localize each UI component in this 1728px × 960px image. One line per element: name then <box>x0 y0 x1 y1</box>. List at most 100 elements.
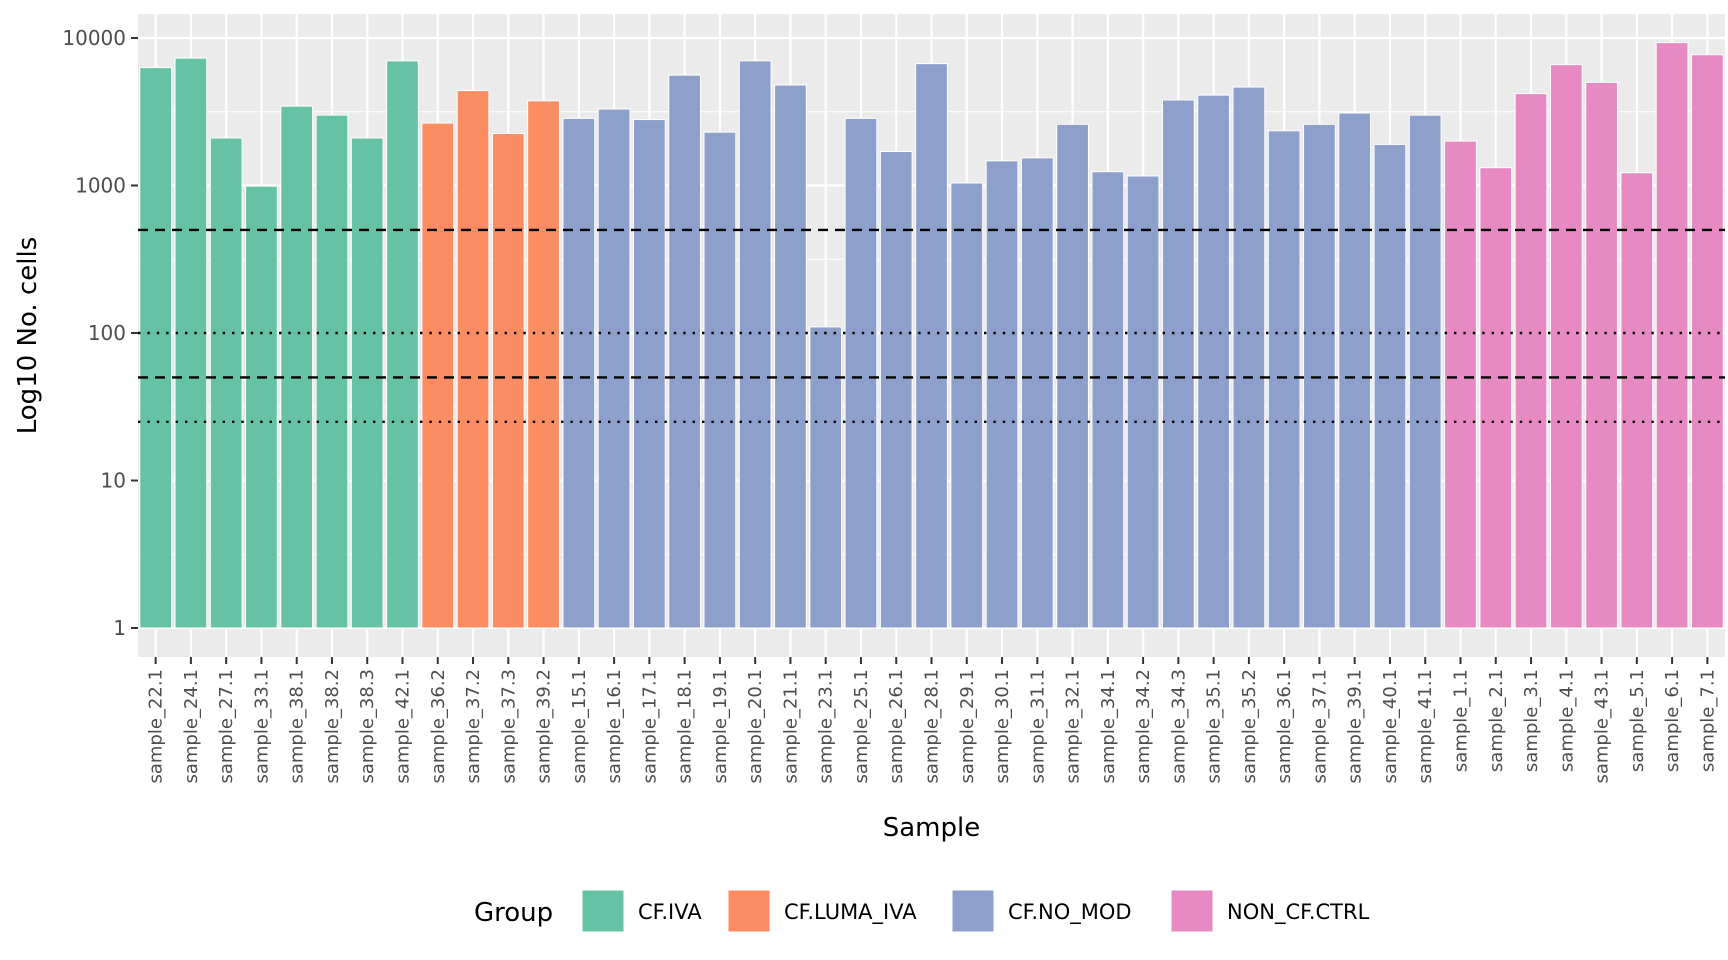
bar-sample_21.1 <box>774 84 807 629</box>
bar-sample_34.2 <box>1126 175 1160 629</box>
x-tick-label: sample_30.1 <box>992 669 1013 784</box>
legend-label: CF.LUMA_IVA <box>784 900 917 925</box>
bar-sample_42.1 <box>386 60 419 629</box>
legend-label: CF.NO_MOD <box>1008 900 1132 925</box>
bar-sample_5.1 <box>1620 172 1654 629</box>
y-tick-label: 1000 <box>75 174 126 198</box>
x-tick-label: sample_1.1 <box>1451 669 1472 772</box>
x-tick-label: sample_24.1 <box>181 669 202 784</box>
x-tick-label: sample_38.2 <box>322 669 343 784</box>
bar-sample_25.1 <box>844 117 878 629</box>
bar-sample_26.1 <box>879 151 913 629</box>
bar-sample_38.3 <box>350 137 384 629</box>
x-tick-label: sample_31.1 <box>1027 669 1048 784</box>
bar-sample_15.1 <box>562 117 596 629</box>
bar-sample_39.1 <box>1338 112 1372 629</box>
bar-sample_43.1 <box>1585 81 1618 629</box>
legend: Group CF.IVA CF.LUMA_IVA CF.NO_MOD NON_CF.C… <box>474 889 1370 933</box>
bar-sample_18.1 <box>668 74 702 629</box>
legend-key-CF.LUMA_IVA <box>727 889 771 933</box>
x-tick-label: sample_22.1 <box>146 669 167 784</box>
bar-sample_34.3 <box>1161 99 1195 629</box>
x-tick-label: sample_25.1 <box>851 669 872 784</box>
bar-sample_37.2 <box>456 90 490 629</box>
x-tick-label: sample_36.2 <box>428 669 449 784</box>
x-tick-label: sample_15.1 <box>569 669 590 784</box>
bar-sample_35.1 <box>1197 94 1231 629</box>
x-tick-label: sample_37.1 <box>1309 669 1330 784</box>
x-tick-label: sample_36.1 <box>1274 669 1295 784</box>
x-tick-label: sample_42.1 <box>393 669 414 784</box>
bar-sample_37.1 <box>1303 123 1336 629</box>
legend-key-CF.IVA <box>581 889 625 933</box>
bar-sample_35.2 <box>1232 86 1266 629</box>
bar-sample_38.2 <box>315 114 349 629</box>
x-tick-label: sample_38.3 <box>357 669 378 784</box>
bar-sample_20.1 <box>738 60 772 629</box>
bar-sample_39.2 <box>527 100 560 629</box>
x-tick-label: sample_21.1 <box>780 669 801 784</box>
bar-sample_32.1 <box>1056 123 1089 629</box>
bar-sample_41.1 <box>1408 114 1442 629</box>
bar-sample_28.1 <box>915 63 948 629</box>
bar-sample_7.1 <box>1690 54 1724 629</box>
x-tick-label: sample_28.1 <box>922 669 943 784</box>
x-tick-label: sample_35.2 <box>1239 669 1260 784</box>
x-tick-label: sample_3.1 <box>1521 669 1542 772</box>
x-tick-label: sample_39.2 <box>534 669 555 784</box>
x-tick-label: sample_35.1 <box>1204 669 1225 784</box>
legend-label: NON_CF.CTRL <box>1227 900 1370 925</box>
x-tick-label: sample_16.1 <box>604 669 625 784</box>
y-axis-title: Log10 No. cells <box>13 237 43 435</box>
x-tick-label: sample_17.1 <box>639 669 660 784</box>
x-tick-label: sample_29.1 <box>957 669 978 784</box>
legend-key-CF.NO_MOD <box>951 889 995 933</box>
x-tick-label: sample_33.1 <box>251 669 272 784</box>
x-tick-label: sample_34.1 <box>1098 669 1119 784</box>
x-tick-label: sample_20.1 <box>745 669 766 784</box>
bar-sample_40.1 <box>1373 143 1407 629</box>
x-tick-label: sample_34.3 <box>1168 669 1189 784</box>
bar-sample_30.1 <box>985 160 1019 629</box>
bar-sample_31.1 <box>1020 157 1054 629</box>
x-tick-label: sample_26.1 <box>886 669 907 784</box>
bar-sample_19.1 <box>703 131 737 629</box>
y-tick-label: 100 <box>88 321 126 345</box>
bar-sample_23.1 <box>809 326 843 629</box>
bar-sample_24.1 <box>174 57 208 629</box>
bar-sample_17.1 <box>632 119 666 629</box>
bar-sample_38.1 <box>280 105 314 629</box>
bar-sample_1.1 <box>1444 140 1477 629</box>
x-tick-label: sample_7.1 <box>1697 669 1718 772</box>
x-tick-label: sample_32.1 <box>1063 669 1084 784</box>
x-tick-label: sample_5.1 <box>1627 669 1648 772</box>
y-tick-label: 1 <box>113 616 126 640</box>
bar-sample_3.1 <box>1514 93 1548 629</box>
y-axis: 1 10 100 1000 10000 <box>62 26 138 640</box>
y-tick-label: 10000 <box>62 26 126 50</box>
x-tick-label: sample_6.1 <box>1662 669 1683 772</box>
bar-sample_36.1 <box>1267 130 1301 629</box>
legend-label: CF.IVA <box>638 900 702 924</box>
reference-lines <box>138 228 1725 424</box>
bar-sample_6.1 <box>1655 42 1689 629</box>
x-tick-label: sample_41.1 <box>1415 669 1436 784</box>
bar-sample_22.1 <box>139 67 173 629</box>
bar-sample_2.1 <box>1479 167 1513 629</box>
x-axis-title: Sample <box>883 813 981 843</box>
bar-sample_27.1 <box>209 137 243 629</box>
legend-title: Group <box>474 898 553 928</box>
x-tick-label: sample_37.3 <box>498 669 519 784</box>
legend-key-NON_CF.CTRL <box>1170 889 1214 933</box>
x-tick-label: sample_39.1 <box>1345 669 1366 784</box>
x-axis: sample_22.1 sample_24.1 sample_27.1 sample_… <box>146 657 1718 784</box>
x-tick-label: sample_40.1 <box>1380 669 1401 784</box>
x-tick-label: sample_18.1 <box>675 669 696 784</box>
x-tick-label: sample_38.1 <box>287 669 308 784</box>
x-tick-label: sample_23.1 <box>816 669 837 784</box>
bar-sample_4.1 <box>1549 64 1583 629</box>
bar-sample_36.2 <box>421 122 455 629</box>
x-tick-label: sample_43.1 <box>1592 669 1613 784</box>
x-tick-label: sample_37.2 <box>463 669 484 784</box>
